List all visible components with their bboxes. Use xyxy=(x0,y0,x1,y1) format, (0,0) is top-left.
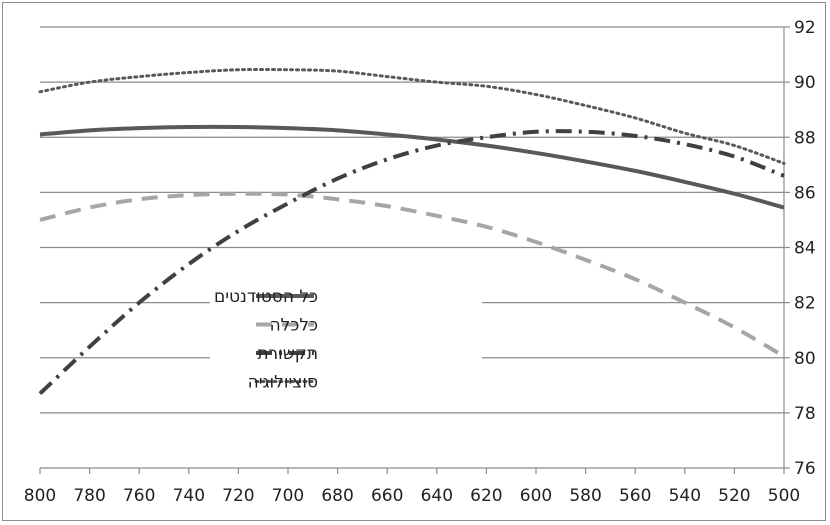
y-tick-label: 92 xyxy=(794,18,816,38)
y-tick-label: 84 xyxy=(794,239,816,259)
y-tick-label: 88 xyxy=(794,128,816,148)
x-tick-label: 500 xyxy=(768,486,800,506)
x-tick-label: 800 xyxy=(24,486,56,506)
axes: 76 78 80 82 84 86 88 90 92 800 780 760 740 720 700 680 6… xyxy=(24,18,816,506)
y-tick-label: 86 xyxy=(794,183,816,203)
y-tick-label: 76 xyxy=(794,459,816,479)
series-line-all-students xyxy=(39,124,785,210)
y-tick-label: 78 xyxy=(794,404,816,424)
x-tick-label: 760 xyxy=(123,486,155,506)
y-tick-label: 90 xyxy=(794,73,816,93)
x-tick-label: 720 xyxy=(222,486,254,506)
legend: כל הסטודנטים כלכלה תקשורת סוציולוגיה xyxy=(210,280,482,402)
x-tick-label: 520 xyxy=(718,486,750,506)
series-line-communication xyxy=(38,129,785,396)
x-tick-label: 660 xyxy=(371,486,403,506)
x-tick-label: 680 xyxy=(321,486,353,506)
legend-label-communication: תקשורת xyxy=(257,344,318,364)
gridlines xyxy=(40,26,784,414)
series-line-economics xyxy=(39,191,786,359)
series-lines xyxy=(38,67,786,396)
x-tick-label: 540 xyxy=(669,486,701,506)
x-tick-label: 600 xyxy=(520,486,552,506)
x-tick-label: 580 xyxy=(569,486,601,506)
y-tick-label: 82 xyxy=(794,294,816,314)
x-tick-label: 740 xyxy=(173,486,205,506)
x-tick-label: 700 xyxy=(272,486,304,506)
y-tick-label: 80 xyxy=(794,349,816,369)
x-tick-label: 640 xyxy=(421,486,453,506)
x-tick-label: 560 xyxy=(619,486,651,506)
x-tick-label: 780 xyxy=(73,486,105,506)
legend-label-economics: כלכלה xyxy=(270,316,318,336)
legend-label-sociology: סוציולוגיה xyxy=(248,373,318,393)
series-line-sociology xyxy=(38,67,786,165)
legend-label-all-students: כל הסטודנטים xyxy=(214,287,318,307)
x-tick-label: 620 xyxy=(470,486,502,506)
